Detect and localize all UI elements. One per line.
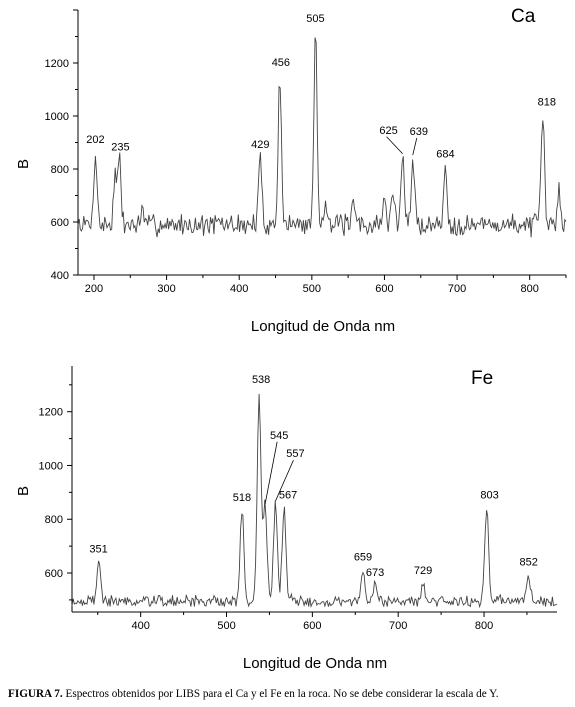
figure-caption-label: FIGURA 7. [8,688,63,700]
ca-x-tick-label: 700 [448,283,466,295]
ca-peak-label-639: 639 [410,126,428,138]
ca-x-tick-label: 200 [85,283,103,295]
ca-y-tick-label: 400 [51,270,69,282]
fe-peak-label-659: 659 [354,551,372,563]
ca-x-tick-label: 300 [157,283,175,295]
fe-x-tick-label: 800 [475,620,493,632]
ca-spectrum-line [77,37,567,238]
fe-peak-label-852: 852 [519,557,537,569]
fe-peak-label-803: 803 [480,489,498,501]
ca-x-tick-label: 600 [375,283,393,295]
fe-x-tick-label: 400 [131,620,149,632]
figure-caption-text: Espectros obtenidos por LIBS para el Ca … [65,688,499,700]
fe-y-tick-label: 800 [45,514,63,526]
fe-peak-label-557: 557 [286,448,304,460]
fe-peak-leader-545 [264,441,278,504]
ca-y-tick-label: 800 [51,164,69,176]
fe-peak-label-567: 567 [279,489,297,501]
fe-peak-label-673: 673 [366,567,384,579]
ca-element-label: Ca [511,6,536,27]
ca-peak-leader-639 [412,137,418,156]
fe-spectrum-panel: 400 500 600 700 800 600 800 1000 1200 351 518 538 54… [39,366,558,632]
fe-peak-label-351: 351 [89,543,107,555]
fe-x-axis-title: Longitud de Onda nm [243,655,387,672]
ca-x-tick-label: 500 [303,283,321,295]
fe-x-tick-label: 600 [303,620,321,632]
fe-y-tick-label: 1200 [39,407,63,419]
ca-y-axis-title: B [15,159,32,169]
fe-spectrum-line [71,393,558,609]
ca-peak-label-202: 202 [86,134,104,146]
ca-peak-label-429: 429 [251,139,269,151]
ca-y-tick-label: 1200 [45,58,69,70]
ca-peak-leader-625 [386,136,403,155]
ca-peak-label-235: 235 [111,142,129,154]
ca-peak-label-818: 818 [538,97,556,109]
fe-peak-label-545: 545 [270,430,288,442]
figure-caption: FIGURA 7. Espectros obtenidos por LIBS p… [8,688,570,700]
fe-element-label: Fe [471,368,493,389]
ca-spectrum-panel: 200 300 400 500 600 700 800 400 600 800 1000 1200 20… [45,9,567,295]
fe-y-tick-label: 600 [45,568,63,580]
fe-peak-label-518: 518 [233,492,251,504]
ca-peak-label-625: 625 [379,125,397,137]
fe-y-axis-title: B [15,486,32,496]
fe-peak-label-538: 538 [252,374,270,386]
ca-x-axis-title: Longitud de Onda nm [251,318,395,335]
ca-x-tick-label: 400 [230,283,248,295]
ca-y-tick-label: 1000 [45,111,69,123]
fe-peak-leader-557 [275,459,294,502]
ca-x-tick-label: 800 [521,283,539,295]
ca-peak-label-684: 684 [436,148,454,160]
fe-x-tick-label: 500 [217,620,235,632]
fe-y-tick-label: 1000 [39,460,63,472]
ca-y-tick-label: 600 [51,217,69,229]
fe-x-tick-label: 700 [389,620,407,632]
fe-peak-label-729: 729 [414,565,432,577]
ca-peak-label-456: 456 [272,57,290,69]
ca-peak-label-505: 505 [306,13,324,25]
